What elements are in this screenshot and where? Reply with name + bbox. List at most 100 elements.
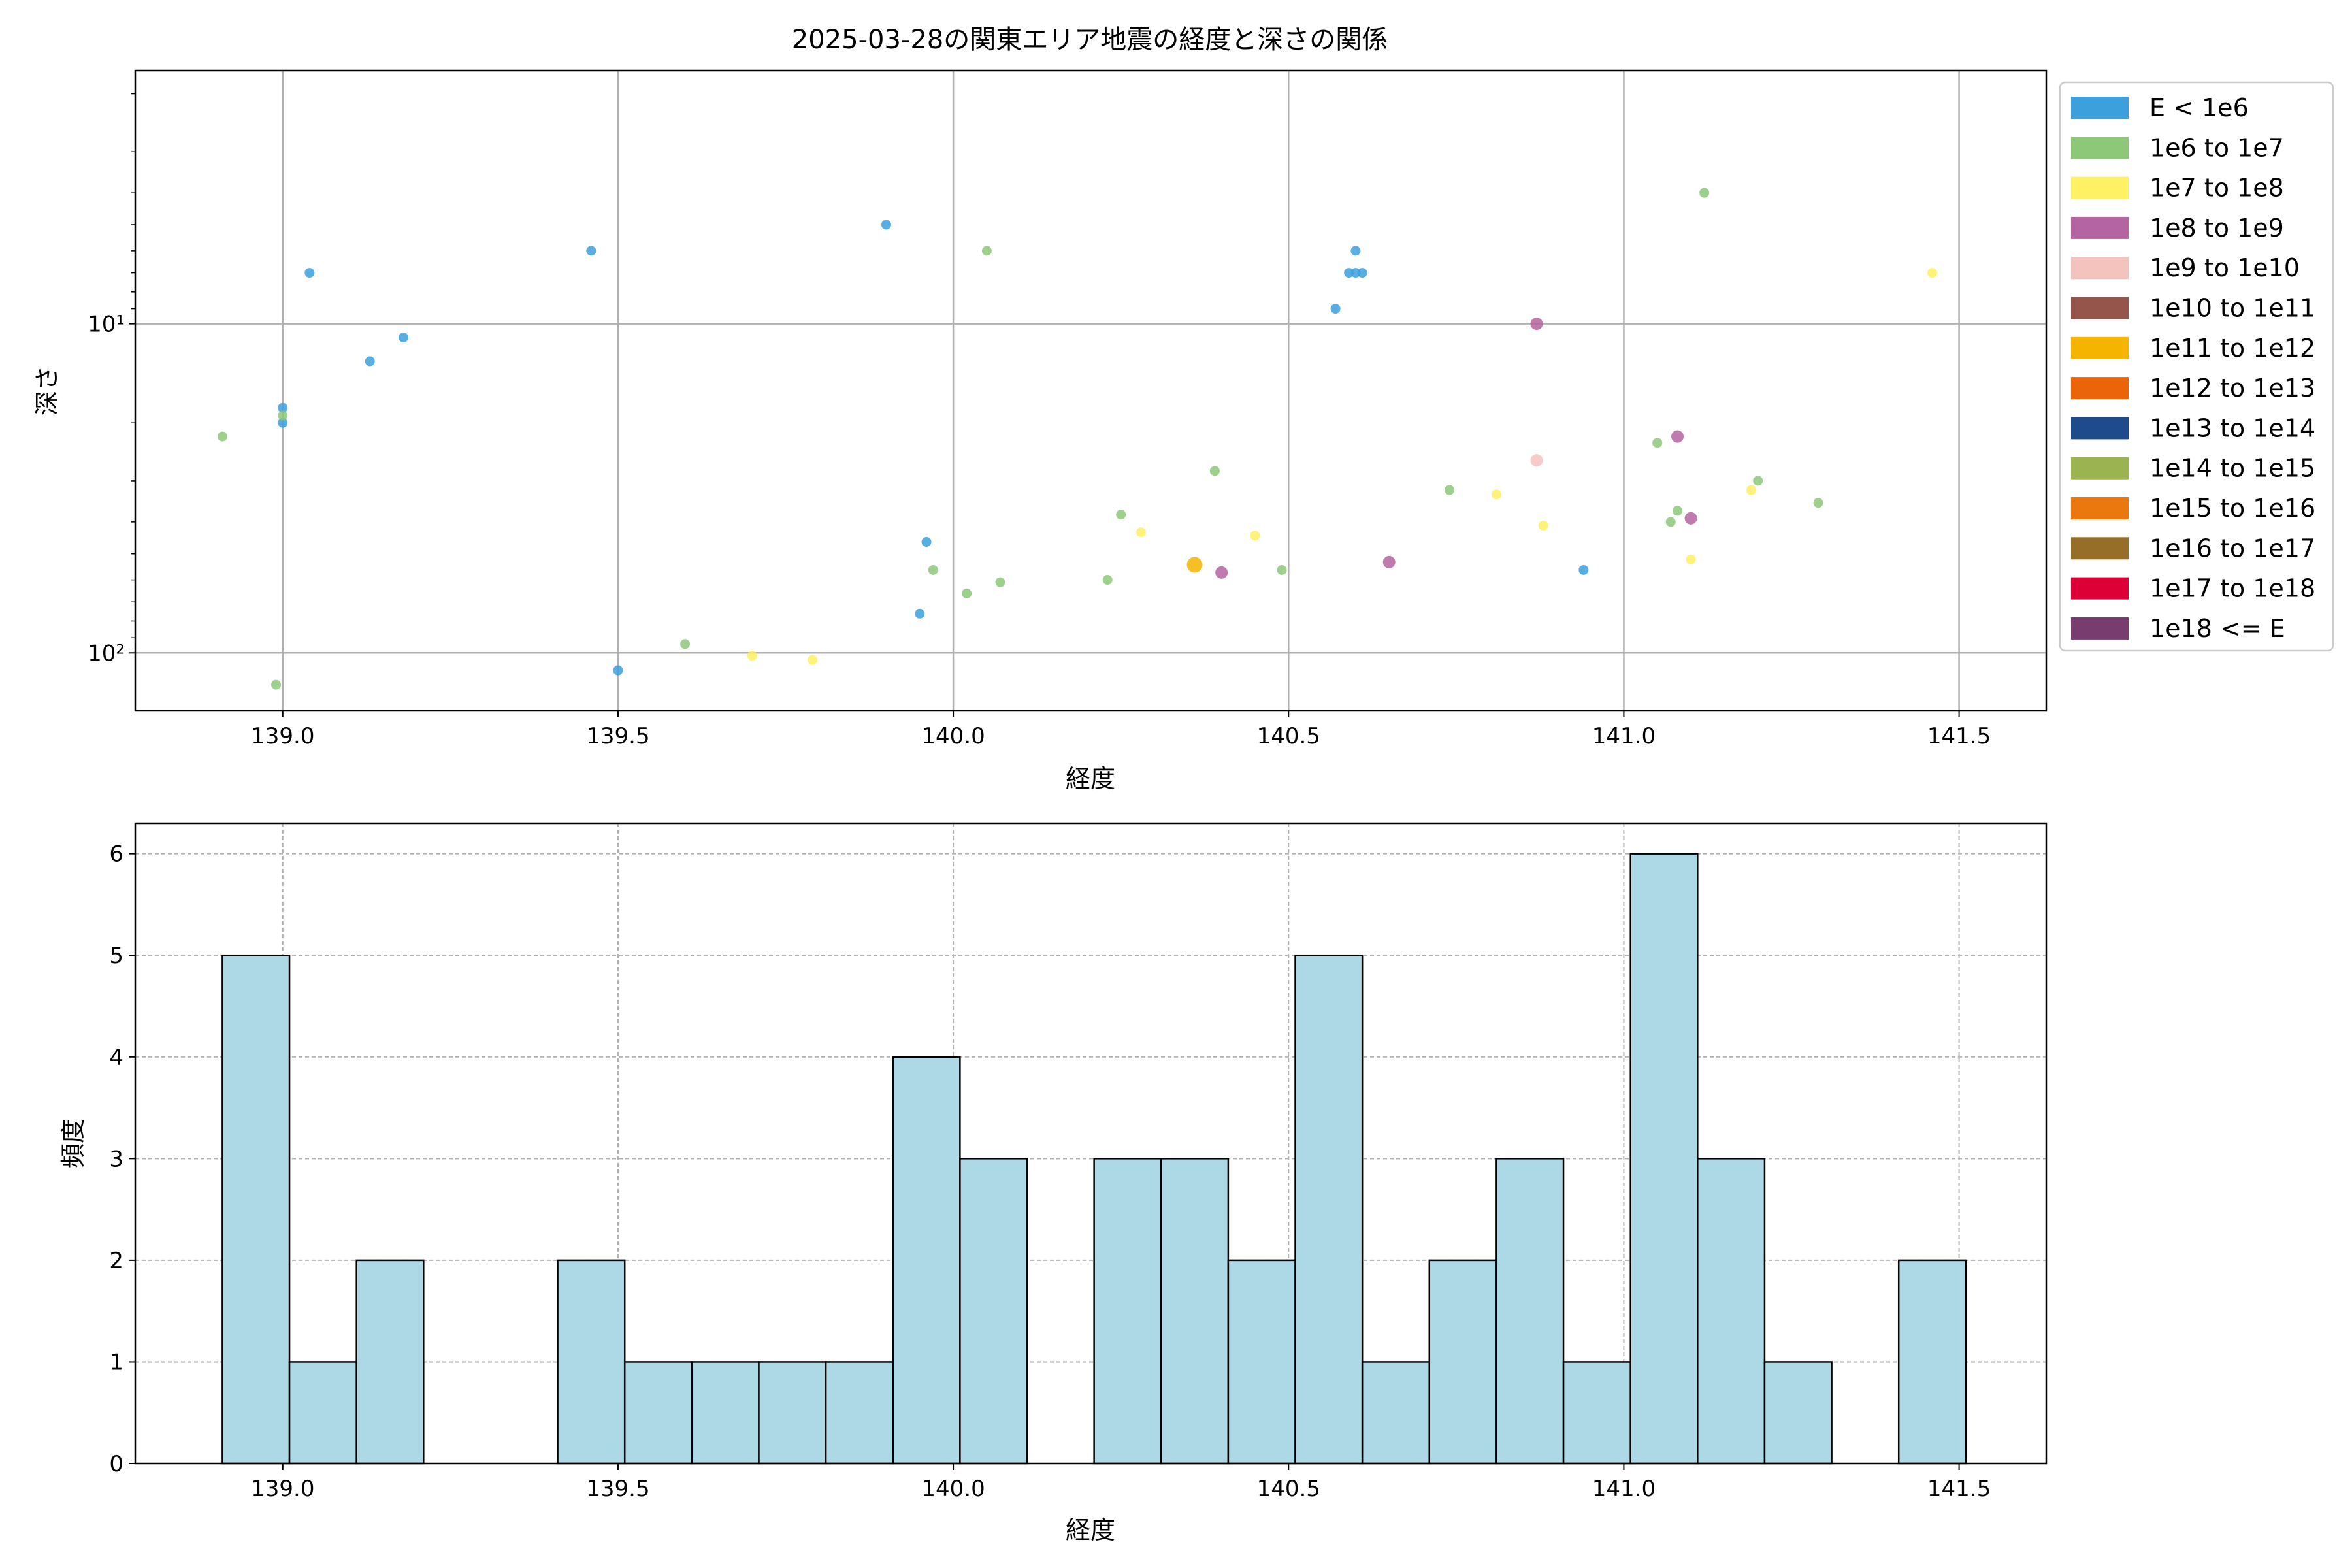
scatter-point [1671, 430, 1684, 443]
scatter-point [1350, 268, 1361, 278]
legend-swatch [2071, 176, 2129, 199]
scatter-point [1344, 268, 1354, 278]
legend-label: 1e6 to 1e7 [2149, 133, 2284, 162]
legend-swatch [2071, 417, 2129, 440]
scatter-point [1686, 554, 1696, 564]
histogram-y-tick-label: 4 [109, 1045, 123, 1071]
scatter-point [1277, 564, 1287, 575]
scatter-y-ticks: 10¹ 10² [88, 93, 135, 666]
scatter-point [1350, 246, 1361, 256]
histogram-y-tick-label: 2 [109, 1248, 123, 1274]
scatter-point [1382, 555, 1396, 568]
histogram-bar [355, 1259, 425, 1465]
scatter-point [217, 431, 227, 442]
scatter-point [1491, 489, 1501, 500]
histogram-bar [1562, 1361, 1631, 1465]
histogram-x-tick-label: 141.0 [1592, 1476, 1656, 1502]
scatter-grid [135, 71, 2046, 711]
scatter-point [271, 679, 282, 690]
histogram-bar [1697, 1158, 1766, 1465]
scatter-frame [134, 69, 2048, 712]
histogram-bar [825, 1361, 894, 1465]
histogram-bar [691, 1361, 760, 1465]
histogram-bar [1897, 1259, 1967, 1465]
scatter-point [1652, 438, 1663, 448]
scatter-x-tick-label: 140.5 [1257, 723, 1320, 749]
histogram-y-tick-label: 5 [109, 943, 123, 969]
scatter-point [1927, 268, 1938, 278]
histogram-bar [288, 1361, 357, 1465]
histogram-y-tick-label: 3 [109, 1146, 123, 1172]
legend-swatch [2071, 577, 2129, 600]
scatter-point [1699, 188, 1710, 198]
scatter-y-tick-label: 10¹ [88, 312, 125, 338]
legend: E < 1e6 1e6 to 1e7 1e7 to 1e8 1e8 to 1e9 1e9… [2059, 81, 2334, 652]
scatter-x-tick-label: 139.5 [586, 723, 649, 749]
legend-box [2059, 81, 2334, 652]
scatter-point [928, 564, 938, 575]
scatter-x-tick-label: 141.0 [1592, 723, 1656, 749]
legend-swatch [2071, 97, 2129, 119]
scatter-point [1538, 520, 1548, 531]
scatter-point [1445, 485, 1455, 495]
legend-label: 1e12 to 1e13 [2149, 374, 2315, 402]
scatter-point [915, 608, 925, 619]
legend-swatch [2071, 297, 2129, 319]
scatter-y-tick-label: 10² [88, 640, 125, 666]
legend-label: 1e17 to 1e18 [2149, 574, 2315, 603]
histogram-bar [221, 954, 291, 1465]
scatter-point [1578, 564, 1589, 575]
scatter-x-tick-label: 140.0 [921, 723, 985, 749]
legend-label: 1e13 to 1e14 [2149, 414, 2315, 442]
legend-swatch [2071, 617, 2129, 640]
scatter-plot-area [135, 71, 2046, 711]
scatter-point [1530, 318, 1543, 331]
legend-label: 1e7 to 1e8 [2149, 174, 2284, 203]
histogram-x-tick-label: 140.0 [921, 1476, 985, 1502]
histogram-y-ticks: 0 1 2 3 4 5 6 [109, 841, 135, 1477]
scatter-point [1530, 454, 1543, 467]
scatter-point [1215, 566, 1228, 579]
scatter-point [586, 246, 596, 256]
scatter-point [613, 665, 623, 676]
scatter-point [747, 651, 757, 661]
histogram-bar [1227, 1259, 1296, 1465]
histogram-bar [1160, 1158, 1230, 1465]
histogram-bar [758, 1361, 827, 1465]
histogram-y-tick-label: 6 [109, 841, 123, 868]
scatter-x-tick-label: 141.5 [1927, 723, 1991, 749]
legend-swatch [2071, 257, 2129, 280]
scatter-point [1746, 485, 1756, 495]
scatter-point [881, 220, 891, 230]
histogram-x-ticks: 139.0 139.5 140.0 140.5 141.0 141.5 [251, 1463, 1991, 1502]
scatter-point [278, 410, 288, 421]
scatter-x-axis-label: 経度 [1066, 764, 1115, 793]
histogram-y-tick-label: 0 [109, 1451, 123, 1477]
legend-label: 1e18 <= E [2149, 614, 2285, 643]
scatter-point [1250, 531, 1260, 541]
histogram-bar [1361, 1361, 1431, 1465]
scatter-point [995, 577, 1005, 587]
scatter-point [981, 246, 992, 256]
histogram-x-tick-label: 139.0 [251, 1476, 314, 1502]
scatter-point [1135, 527, 1146, 538]
legend-swatch [2071, 457, 2129, 480]
scatter-point [1813, 498, 1823, 508]
legend-label: 1e11 to 1e12 [2149, 334, 2315, 363]
scatter-point [1673, 506, 1683, 516]
scatter-point [1209, 466, 1220, 476]
scatter-point [1330, 304, 1341, 314]
scatter-point [1357, 268, 1367, 278]
histogram-panel: 139.0 139.5 140.0 140.5 141.0 141.5 0 1 2 3 4 5 6 経… [59, 822, 2048, 1544]
scatter-point [1753, 476, 1763, 486]
scatter-y-axis-label: 深さ [33, 366, 61, 416]
legend-swatch [2071, 377, 2129, 400]
scatter-x-ticks: 139.0 139.5 140.0 140.5 141.0 141.5 [251, 711, 1991, 749]
chart-title: 2025-03-28の関東エリア地震の経度と深さの関係 [792, 25, 1388, 55]
histogram-y-axis-label: 頻度 [59, 1119, 88, 1168]
histogram-bar [1495, 1158, 1565, 1465]
scatter-point [365, 356, 375, 367]
legend-label: 1e10 to 1e11 [2149, 294, 2315, 323]
scatter-point [399, 332, 409, 342]
